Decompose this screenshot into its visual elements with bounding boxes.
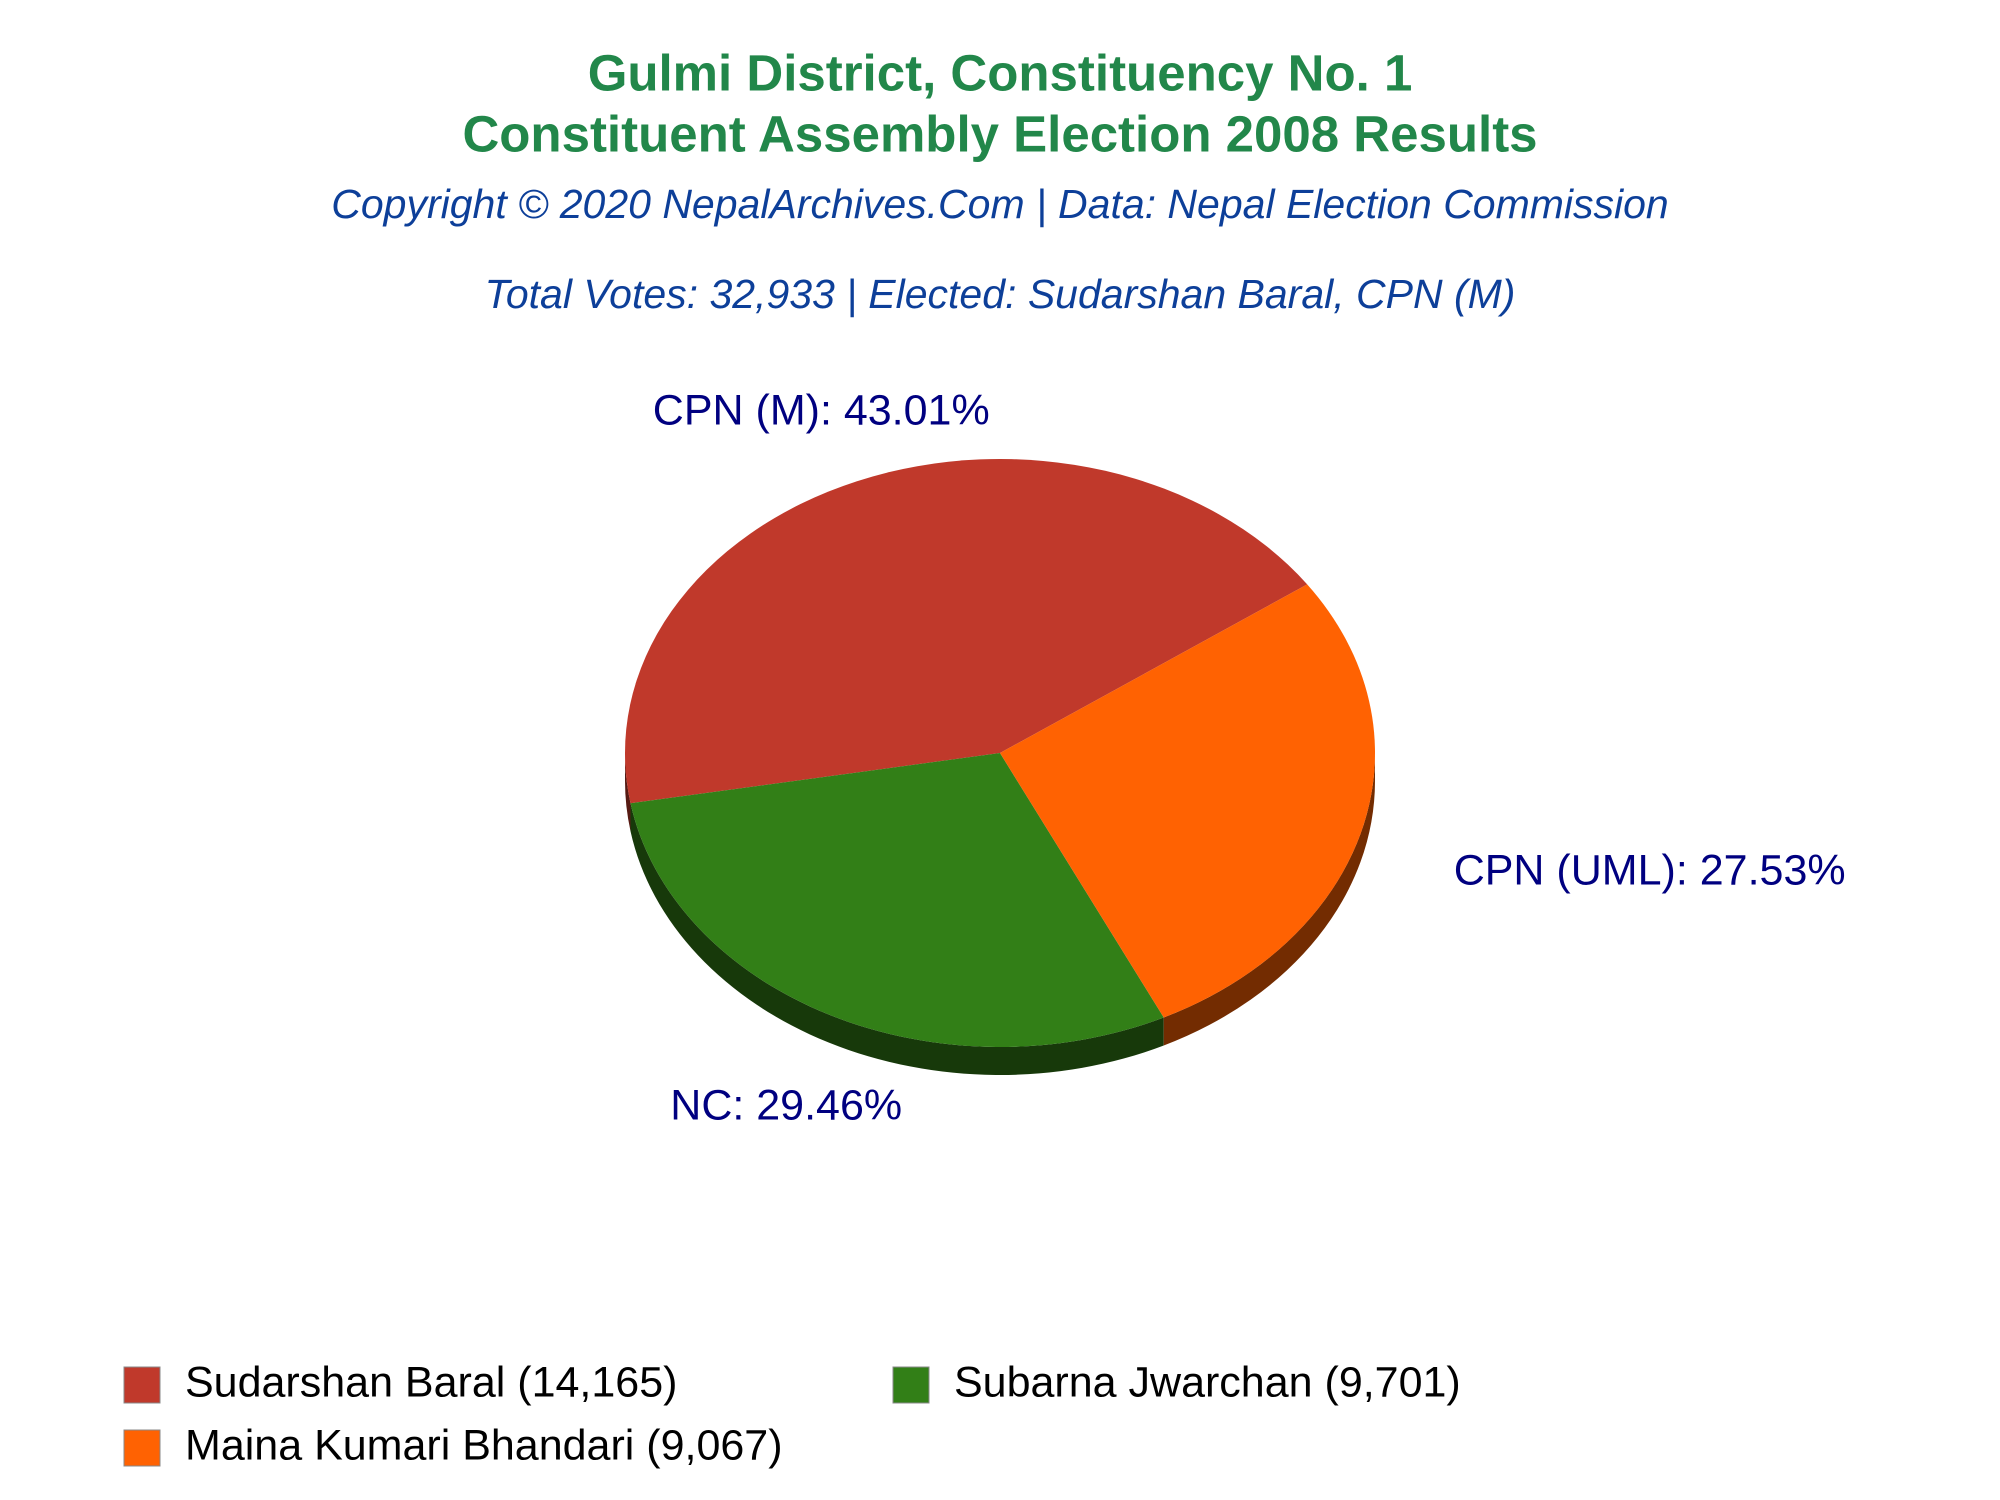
legend-label: Maina Kumari Bhandari (9,067) — [185, 1421, 783, 1469]
pie-slice — [630, 753, 1164, 1047]
legend-label: Sudarshan Baral (14,165) — [185, 1358, 677, 1406]
pie-slice — [1000, 584, 1375, 1018]
chart-title: Gulmi District, Constituency No. 1 — [588, 44, 1413, 101]
legend-swatch — [123, 1366, 161, 1404]
pie-slice — [624, 458, 1308, 804]
chart-subtitle: Copyright © 2020 NepalArchives.Com | Dat… — [331, 181, 1669, 227]
slice-side — [630, 803, 1164, 1076]
chart-note: Total Votes: 32,933 | Elected: Sudarshan… — [485, 271, 1516, 317]
legend-swatch — [123, 1429, 161, 1467]
legend-swatch — [892, 1366, 930, 1404]
slice-label: CPN (M): 43.01% — [653, 387, 990, 435]
slice-side — [625, 753, 631, 832]
slice-label: NC: 29.46% — [670, 1081, 902, 1129]
slice-side — [1163, 753, 1375, 1046]
legend-label: Subarna Jwarchan (9,701) — [954, 1358, 1461, 1406]
slice-label: CPN (UML): 27.53% — [1454, 847, 1846, 895]
chart-title: Constituent Assembly Election 2008 Resul… — [462, 105, 1537, 162]
